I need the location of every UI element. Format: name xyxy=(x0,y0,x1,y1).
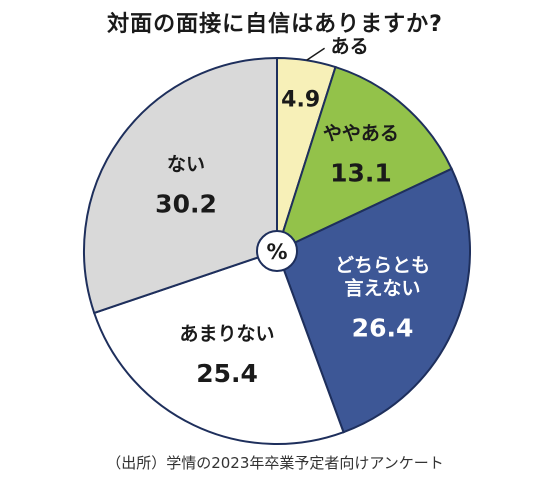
slice-value-3: 26.4 xyxy=(352,314,414,343)
slice-label-1: ある xyxy=(331,35,369,57)
slice-label-3-line-1: どちらとも xyxy=(335,255,430,277)
center-unit-label: % xyxy=(266,240,287,264)
slice-label-2: ややある xyxy=(323,123,399,145)
leader-line xyxy=(306,47,326,61)
pie-slice-5 xyxy=(83,56,278,315)
slice-value-5: 30.2 xyxy=(155,189,217,218)
pie-slice-2 xyxy=(275,65,453,253)
pie-slice-3 xyxy=(275,167,471,434)
slice-value-2: 13.1 xyxy=(330,159,392,188)
slice-label-5: ない xyxy=(167,153,205,175)
slice-value-4: 25.4 xyxy=(196,359,258,388)
source-note: （出所）学情の2023年卒業予定者向けアンケート xyxy=(106,454,444,472)
slice-label-3-line-2: 言えない xyxy=(345,277,421,300)
pie-slice-4 xyxy=(92,249,345,445)
slice-label-4: あまりない xyxy=(180,323,275,345)
center-circle xyxy=(256,230,298,272)
chart-title: 対面の面接に自信はありますか? xyxy=(107,12,443,37)
slice-value-1: 4.9 xyxy=(281,87,320,112)
